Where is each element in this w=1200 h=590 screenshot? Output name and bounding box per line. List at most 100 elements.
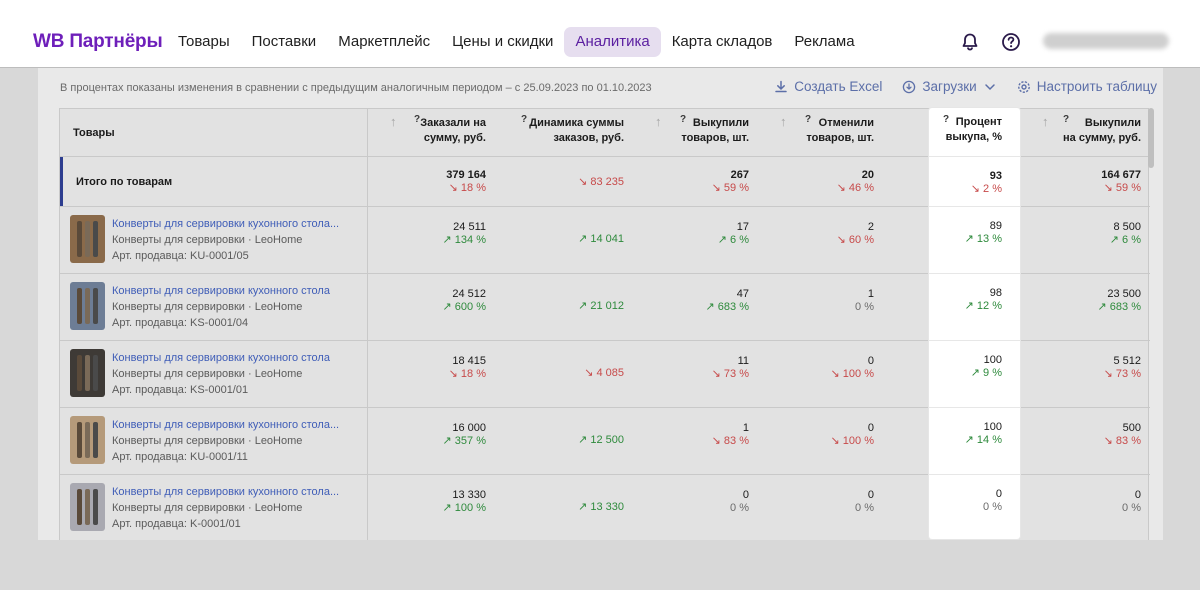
help-icon[interactable] [1001,32,1021,52]
configure-table-button[interactable]: Настроить таблицу [1017,79,1157,94]
nav-item-analytics[interactable]: Аналитика [564,27,661,57]
metric-main-value: 500 [1122,422,1141,434]
total-orders-sum: 379 164 ↘ 18 % [368,157,495,206]
product-title-link[interactable]: Конверты для сервировки кухонного стола.… [112,419,340,431]
product-title-link[interactable]: Конверты для сервировки кухонного стола.… [112,486,340,498]
total-row: Итого по товарам 379 164 ↘ 18 % ↘ 83 235 … [60,157,1150,207]
trend-up-delta: ↗ 21 012 [578,300,624,312]
metric-value: 20 ↘ 46 % [837,169,874,195]
trend-down-delta: ↘ 73 % [711,368,749,380]
product-thumbnail[interactable] [70,416,105,464]
table-row[interactable]: Конверты для сервировки кухонного стола.… [60,408,1150,475]
downloads-dropdown[interactable]: Загрузки [902,79,996,94]
help-tooltip-icon[interactable]: ? [414,114,421,125]
product-article: Арт. продавца: KS-0001/01 [112,384,249,396]
metric-main-value: 16 000 [452,422,486,434]
page-bottom-area [0,540,1200,590]
product-thumbnail[interactable] [70,282,105,330]
bought-qty-cell: 11 ↘ 73 % [633,341,758,407]
col-header-label: Выкупили на сумму, руб. [1063,117,1141,144]
trend-down-delta: ↘ 83 235 [578,176,624,188]
metric-main-value: 8 500 [1113,221,1141,233]
help-tooltip-icon[interactable]: ? [805,114,812,125]
trend-up-delta: ↗ 9 % [970,367,1002,379]
help-tooltip-icon[interactable]: ? [521,114,528,125]
create-excel-button[interactable]: Создать Excel [774,79,882,94]
col-header-bought-sum[interactable]: ↑ ? Выкупили на сумму, руб. [1020,109,1150,156]
col-header-products[interactable]: Товары [60,109,368,156]
trend-down-delta: ↘ 59 % [1103,182,1141,194]
product-cell: Конверты для сервировки кухонного стола … [60,274,368,340]
trend-up-delta: ↗ 14 041 [578,233,624,245]
metric-main-value: 379 164 [446,169,486,181]
user-account-blurred[interactable] [1043,33,1169,49]
nav-item-prices[interactable]: Цены и скидки [452,33,554,50]
metric-value: 5 512 ↘ 73 % [1104,355,1141,381]
product-title-link[interactable]: Конверты для сервировки кухонного стола.… [112,218,340,230]
nav-item-products[interactable]: Товары [178,33,230,50]
col-header-orders-sum[interactable]: ↑ ? Заказали на сумму, руб. [368,109,495,156]
orders-sum-cell: 24 512 ↗ 600 % [368,274,495,340]
metric-main-value: 11 [737,355,749,367]
metric-value: 0 ↘ 100 % [831,422,874,448]
product-subtitle: Конверты для сервировки · LeoHome [112,435,303,447]
main-nav: Товары Поставки Маркетплейс Цены и скидк… [167,27,866,57]
table-row[interactable]: Конверты для сервировки кухонного стола … [60,274,1150,341]
nav-item-ads[interactable]: Реклама [794,33,855,50]
product-thumbnail[interactable] [70,215,105,263]
nav-item-supplies[interactable]: Поставки [251,33,317,50]
product-cell: Конверты для сервировки кухонного стола … [60,341,368,407]
metric-value: ↘ 4 085 [584,367,624,380]
col-header-orders-dynamics[interactable]: ? Динамика суммы заказов, руб. [495,109,633,156]
trend-down-delta: ↘ 83 % [1103,435,1141,447]
trend-down-delta: ↘ 100 % [830,435,874,447]
product-subtitle: Конверты для сервировки · LeoHome [112,301,303,313]
trend-down-delta: ↘ 18 % [448,182,486,194]
header-divider [0,67,1200,68]
product-thumbnail[interactable] [70,483,105,531]
col-header-buyout-percent[interactable]: ? Процент выкупа, % [929,108,1020,156]
col-header-label: Выкупили товаров, шт. [681,117,749,144]
trend-up-delta: ↗ 13 330 [578,501,624,513]
buyout-percent-cell: 100 ↗ 14 % [929,407,1020,474]
trend-down-delta: ↘ 100 % [830,368,874,380]
bought-sum-cell: 23 500 ↗ 683 % [1020,274,1150,340]
bought-qty-cell: 17 ↗ 6 % [633,207,758,273]
gear-icon [1017,80,1030,93]
nav-item-warehouse-map[interactable]: Карта складов [671,33,773,50]
orders-sum-cell: 18 415 ↘ 18 % [368,341,495,407]
bell-icon[interactable] [960,32,980,52]
product-thumbnail[interactable] [70,349,105,397]
help-tooltip-icon[interactable]: ? [943,114,950,125]
orders-dynamics-cell: ↗ 12 500 [495,408,633,474]
table-row[interactable]: Конверты для сервировки кухонного стола.… [60,207,1150,274]
sort-arrow-icon[interactable]: ↑ [780,114,787,129]
metric-main-value: 0 [1134,489,1141,501]
col-header-bought-qty[interactable]: ↑ ? Выкупили товаров, шт. [633,109,758,156]
product-article: Арт. продавца: K-0001/01 [112,518,241,530]
table-scrollbar[interactable] [1148,108,1154,168]
chevron-down-icon [984,83,995,90]
product-title-link[interactable]: Конверты для сервировки кухонного стола [112,352,330,364]
help-tooltip-icon[interactable]: ? [1063,114,1070,125]
col-header-label: Отменили товаров, шт. [806,117,874,144]
nav-item-marketplace[interactable]: Маркетплейс [338,33,431,50]
col-header-cancelled-qty[interactable]: ↑ ? Отменили товаров, шт. [758,109,883,156]
product-article: Арт. продавца: KS-0001/04 [112,317,249,329]
product-title-link[interactable]: Конверты для сервировки кухонного стола [112,285,330,297]
buyout-percent-cell: 98 ↗ 12 % [929,273,1020,340]
metric-main-value: 100 [983,354,1002,366]
help-tooltip-icon[interactable]: ? [680,114,687,125]
configure-table-label: Настроить таблицу [1036,79,1157,94]
logo[interactable]: WB Партнёры [33,31,163,52]
sort-arrow-icon[interactable]: ↑ [390,114,397,129]
sort-arrow-icon[interactable]: ↑ [655,114,662,129]
table-row[interactable]: Конверты для сервировки кухонного стола … [60,341,1150,408]
metric-value: 11 ↘ 73 % [712,355,749,381]
product-article: Арт. продавца: KU-0001/11 [112,451,248,463]
metric-main-value: 0 [742,489,749,501]
divider [929,407,1020,408]
sort-arrow-icon[interactable]: ↑ [1042,114,1049,129]
table-row[interactable]: Конверты для сервировки кухонного стола.… [60,475,1150,540]
